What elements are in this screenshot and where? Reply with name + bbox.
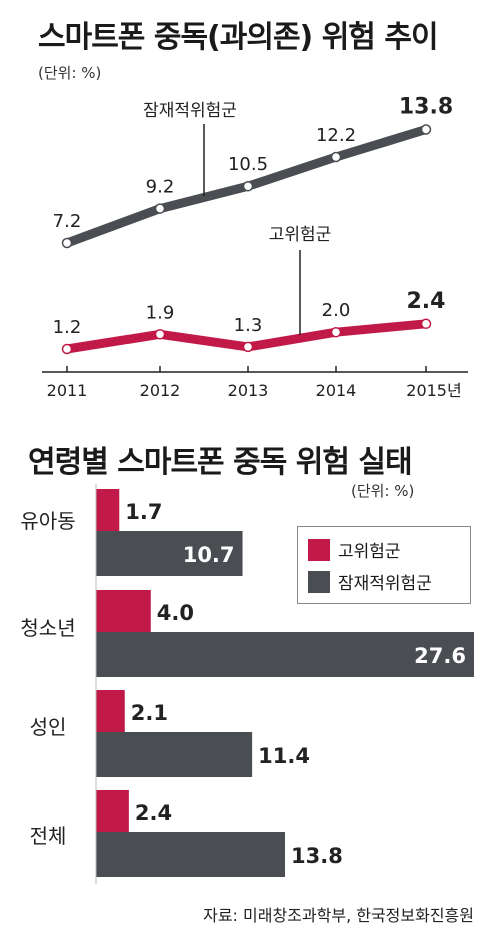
- data-point: [420, 318, 432, 330]
- bar-potential-risk: [96, 832, 285, 877]
- bar-high-risk: [96, 590, 151, 632]
- data-point: [330, 151, 342, 163]
- bar-chart-legend: 고위험군 잠재적위험군: [297, 526, 471, 604]
- x-tick-label: 2012: [140, 381, 181, 400]
- bar-potential-risk: [96, 531, 243, 576]
- data-label: 2.4: [407, 289, 446, 314]
- data-label: 7.2: [53, 211, 82, 232]
- bar-high-risk: [96, 790, 129, 832]
- bar-value-label: 4.0: [157, 601, 194, 625]
- data-label: 13.8: [399, 94, 453, 119]
- category-label: 유아동: [20, 509, 75, 533]
- data-label: 2.0: [322, 300, 351, 321]
- source-note: 자료: 미래창조과학부, 한국정보화진흥원: [203, 906, 474, 925]
- legend-swatch-high-risk: [308, 538, 330, 561]
- line-chart: 2011 2012 2013 2014 2015년 7.2 9.2 10.5 12.2 13.8 1…: [42, 94, 468, 400]
- category-label: 성인: [30, 715, 67, 739]
- data-label: 12.2: [316, 125, 356, 146]
- x-tick-label: 2013: [228, 381, 269, 400]
- line-chart-title: 스마트폰 중독(과의존) 위험 추이: [38, 20, 439, 55]
- bar-value-label: 11.4: [258, 744, 310, 768]
- bar-value-label: 2.4: [135, 801, 172, 825]
- series-name-potential-risk: 잠재적위험군: [143, 101, 237, 121]
- bar-chart-unit: (단위: %): [351, 482, 415, 500]
- category-label: 청소년: [20, 616, 75, 640]
- line-chart-unit: (단위: %): [38, 64, 102, 82]
- legend-item-high-risk: 고위험군: [308, 537, 401, 562]
- data-label: 1.2: [53, 317, 82, 338]
- data-label: 9.2: [146, 177, 175, 198]
- category-label: 전체: [30, 824, 67, 848]
- bar-value-label: 2.1: [131, 701, 168, 725]
- legend-swatch-potential-risk: [308, 570, 330, 593]
- bar-potential-risk: [96, 732, 253, 777]
- data-point: [242, 341, 254, 353]
- bar-value-label: 13.8: [291, 844, 343, 868]
- data-label: 1.9: [146, 302, 175, 323]
- data-point: [330, 326, 342, 338]
- data-point: [61, 237, 73, 249]
- data-point: [420, 124, 432, 135]
- data-label: 10.5: [228, 154, 268, 175]
- data-point: [154, 203, 166, 214]
- bar-chart-title: 연령별 스마트폰 중독 위험 실태: [28, 445, 413, 480]
- legend-item-potential-risk: 잠재적위험군: [308, 569, 432, 594]
- bar-high-risk: [96, 690, 125, 732]
- series-name-high-risk: 고위험군: [269, 225, 332, 245]
- data-point: [242, 180, 254, 192]
- bar-value-label: 1.7: [125, 500, 162, 524]
- bar-value-label: 10.7: [183, 543, 235, 567]
- x-tick-label: 2014: [316, 381, 357, 400]
- x-tick-label: 2011: [47, 381, 88, 400]
- legend-label-potential-risk: 잠재적위험군: [338, 574, 432, 594]
- data-point: [154, 329, 166, 340]
- bar-value-label: 27.6: [414, 644, 466, 668]
- x-tick-label: 2015년: [406, 381, 461, 400]
- legend-label-high-risk: 고위험군: [338, 542, 401, 562]
- data-label: 1.3: [234, 315, 263, 336]
- data-point: [61, 343, 73, 355]
- bar-high-risk: [96, 489, 120, 531]
- bar-potential-risk: [96, 632, 474, 677]
